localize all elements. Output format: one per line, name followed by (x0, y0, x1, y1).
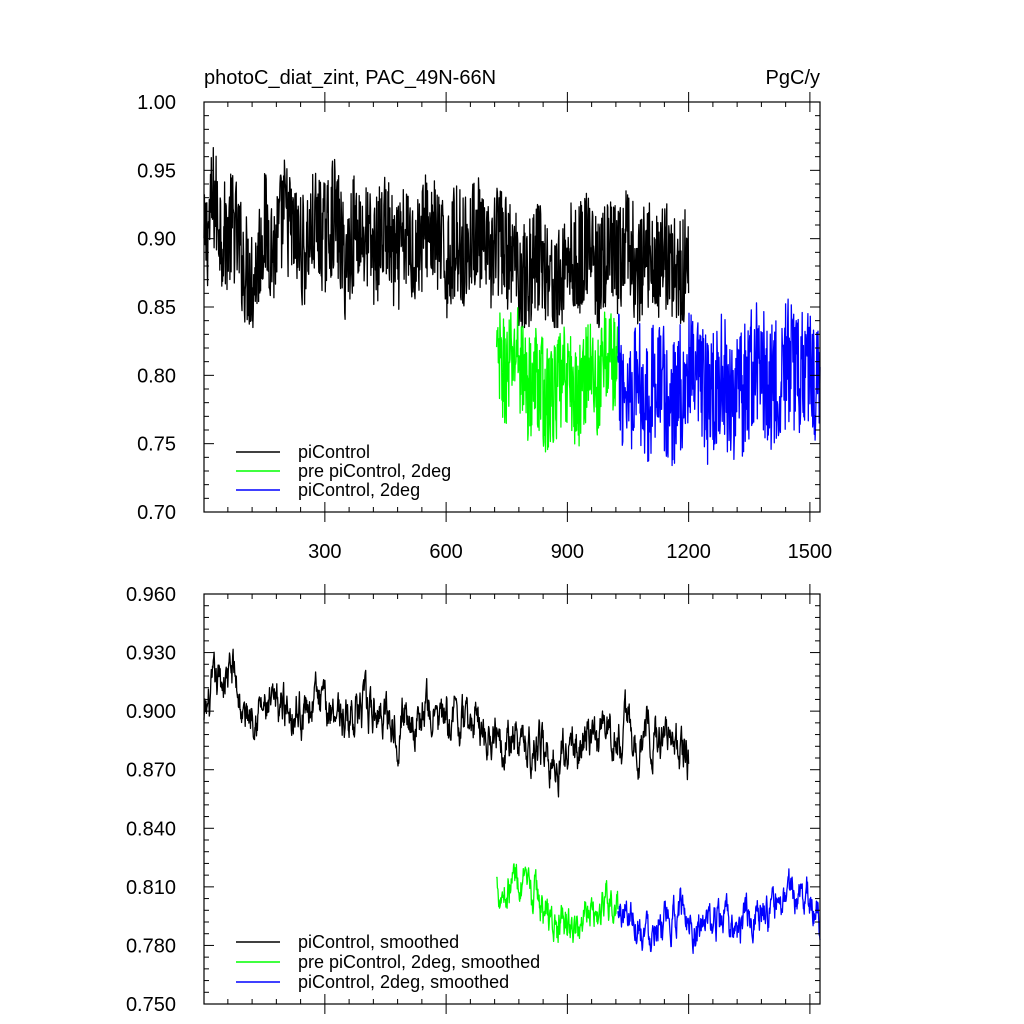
bottom-plot-frame (203, 593, 821, 1005)
top-axis-ticks: 0.70 0.75 0.80 0.85 0.90 0.95 1.00 300 600 900 120… (137, 92, 832, 563)
y-tick-label: 0.95 (137, 160, 176, 182)
chart-title: photoC_diat_zint, PAC_49N-66N (204, 67, 496, 89)
bottom-panel: 0.750 0.780 0.810 0.840 0.870 0.900 0.930 0.960… (126, 584, 821, 1016)
series-line-picontrol-smoothed (203, 648, 690, 798)
x-tick-label: 600 (429, 541, 462, 563)
bottom-axis-ticks: 0.750 0.780 0.810 0.840 0.870 0.900 0.930 0.960 (126, 584, 820, 1016)
x-tick-label: 1500 (788, 541, 833, 563)
legend-label-picontrol-2deg: piControl, 2deg (298, 480, 420, 500)
bottom-series-group (203, 648, 821, 954)
legend-label-picontrol-2deg-smoothed: piControl, 2deg, smoothed (298, 972, 509, 992)
y-tick-label: 0.85 (137, 297, 176, 319)
top-plot-frame (203, 101, 821, 513)
legend-label-picontrol-smoothed: piControl, smoothed (298, 932, 459, 952)
y-tick-label: 0.90 (137, 229, 176, 251)
legend-label-picontrol: piControl (298, 442, 370, 462)
y-tick-label: 0.930 (126, 643, 176, 665)
y-tick-label: 0.750 (126, 994, 176, 1016)
top-legend: piControl pre piControl, 2deg piControl,… (236, 442, 451, 500)
y-tick-label: 0.780 (126, 935, 176, 957)
y-tick-label: 0.75 (137, 434, 176, 456)
legend-label-pre-picontrol-smoothed: pre piControl, 2deg, smoothed (298, 952, 540, 972)
y-tick-label: 0.840 (126, 818, 176, 840)
series-line-pre-picontrol-2deg-smoothed (495, 863, 619, 943)
top-series-group (203, 147, 821, 467)
series-line-picontrol-2deg (617, 298, 821, 467)
series-line-pre-picontrol-2deg (495, 307, 619, 453)
bottom-legend: piControl, smoothed pre piControl, 2deg,… (236, 932, 540, 992)
series-line-picontrol (203, 147, 690, 329)
x-tick-label: 300 (308, 541, 341, 563)
y-tick-label: 0.960 (126, 584, 176, 606)
y-tick-label: 0.80 (137, 365, 176, 387)
x-tick-label: 1200 (666, 541, 711, 563)
y-tick-label: 0.70 (137, 502, 176, 524)
y-tick-label: 0.870 (126, 760, 176, 782)
units-label: PgC/y (766, 67, 820, 89)
top-panel: photoC_diat_zint, PAC_49N-66N PgC/y 0.70… (137, 67, 832, 563)
x-tick-label: 900 (551, 541, 584, 563)
series-line-picontrol-2deg-smoothed (617, 868, 821, 954)
legend-label-pre-picontrol: pre piControl, 2deg (298, 461, 451, 481)
y-tick-label: 1.00 (137, 92, 176, 114)
y-tick-label: 0.900 (126, 701, 176, 723)
y-tick-label: 0.810 (126, 877, 176, 899)
